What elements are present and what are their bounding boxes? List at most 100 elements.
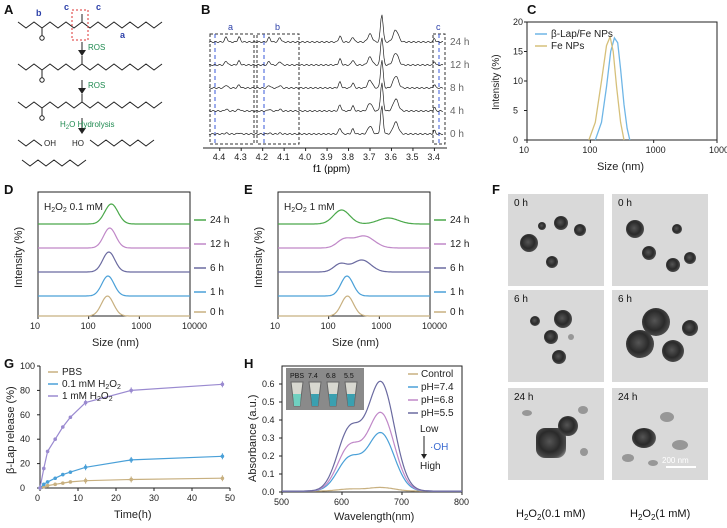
chart-g-point: [53, 437, 57, 441]
degradation-scheme: b c c a ROS ROS H2O Hydrolysis OH HO: [17, 2, 163, 167]
panel-d: D 10 100 1000 10000 Size (nm) Intensity (%) H2…: [0, 178, 240, 356]
chart-g-point: [61, 481, 65, 485]
chart-g-point: [42, 482, 46, 487]
region-a-label: a: [228, 22, 233, 32]
chart-g-point: [53, 476, 57, 481]
chart-g-legend-label: 0.1 mM H2O2: [62, 379, 121, 391]
chart-c-ylabel: Intensity (%): [491, 54, 502, 110]
panel-e-label: E: [244, 182, 253, 197]
chart-d-legend-label: 24 h: [210, 215, 229, 226]
chart-g-ytick-label: 80: [20, 385, 30, 395]
chart-h-absorbance: 0.0 0.1 0.2 0.3 0.4 0.5 0.6 500 600 700 800 Wavelen…: [247, 365, 469, 523]
tem-left-24h-label: 24 h: [514, 392, 534, 403]
chart-e-series-1h: [278, 275, 430, 297]
chart-d-legend-label: 1 h: [210, 287, 224, 298]
panel-b-label: B: [201, 2, 211, 17]
chart-c-xtick-label: 10000: [709, 145, 727, 155]
product-oh: OH: [44, 139, 56, 148]
nmr-xtick-label: 4.3: [234, 152, 247, 162]
chart-g-point: [38, 486, 42, 490]
nmr-xtick-label: 4.4: [213, 152, 226, 162]
molecule-1-chain: [17, 21, 163, 29]
chart-d-series-6h: [38, 251, 190, 273]
chart-h-ytick-label: 0.1: [262, 469, 275, 479]
scale-bar: [666, 466, 696, 468]
nmr-spectra: a b c f1 (ppm) 24 h 12 h 8 h 4 h 0 h 4.4…: [203, 14, 469, 175]
chart-h-high-label: High: [420, 461, 441, 472]
chart-h-ytick-label: 0.4: [262, 415, 275, 425]
tem-right-24h: 24 h 200 nm: [612, 388, 708, 480]
chart-h-inset-liquid: [311, 394, 319, 406]
chart-c-xlabel: Size (nm): [597, 161, 644, 173]
nmr-time-0h: 0 h: [450, 129, 464, 140]
chart-d-legend-label: 0 h: [210, 307, 224, 318]
nmr-time-12h: 12 h: [450, 60, 469, 71]
panel-c: C 0 5 10 15 20 10 100 1000 10000 Size (nm) Intensi…: [485, 0, 727, 178]
chart-d-xlabel: Size (nm): [92, 337, 139, 349]
chart-h-oh-label: ·OH: [430, 442, 448, 453]
tem-left-6h: 6 h: [508, 290, 604, 382]
ros-label-1: ROS: [88, 43, 105, 52]
panel-h: H 0.0 0.1 0.2 0.3 0.4 0.5 0.6 500 600 700 800 Wavel…: [240, 356, 485, 528]
chart-c-legend-label: β-Lap/Fe NPs: [551, 29, 613, 40]
chart-g-point: [61, 425, 65, 429]
chart-h-low-label: Low: [420, 424, 439, 435]
chart-h-xlabel: Wavelength(nm): [334, 511, 414, 523]
bond-label-c2: c: [96, 2, 101, 12]
chart-c-xtick-label: 10: [519, 145, 529, 155]
nmr-xtick-label: 4.2: [256, 152, 269, 162]
chart-e-legend-label: 1 h: [450, 287, 464, 298]
chart-g-xtick-label: 10: [73, 493, 83, 503]
nmr-xtick-label: 3.4: [427, 152, 440, 162]
chart-d-series-1h: [38, 275, 190, 297]
chart-d-xtick-label: 10: [30, 321, 40, 331]
chart-g-xtick-label: 30: [149, 493, 159, 503]
nmr-xtick-label: 4.0: [299, 152, 312, 162]
chart-g-point: [61, 472, 65, 477]
ros-label-2: ROS: [88, 81, 105, 90]
chart-e-series-0h: [278, 295, 430, 317]
chart-c-ytick-label: 10: [513, 76, 523, 86]
chart-c-series-beta-lap-fe: [594, 36, 631, 141]
chart-h-xtick-label: 800: [454, 497, 469, 507]
nmr-trace-24h: [208, 14, 444, 43]
nmr-trace-4h: [208, 82, 444, 112]
panel-f: F 0 h 0 h 6 h 6 h 24 h: [490, 178, 727, 528]
chart-g-ytick-label: 40: [20, 434, 30, 444]
chart-g-legend-label: 1 mM H2O2: [62, 391, 113, 403]
chart-e-xtick-label: 1000: [371, 321, 391, 331]
chart-d-title: H2O2 0.1 mM: [44, 202, 103, 214]
chart-d-series-24h: [38, 203, 190, 225]
tem-left-0h: 0 h: [508, 194, 604, 286]
tem-caption-left: H2O2(0.1 mM): [516, 508, 586, 523]
chart-h-xtick-label: 700: [394, 497, 409, 507]
chart-c-ytick-label: 20: [513, 17, 523, 27]
nmr-time-24h: 24 h: [450, 37, 469, 48]
chart-h-frame: [281, 365, 463, 493]
panel-d-label: D: [4, 182, 14, 197]
nmr-xtick-label: 4.1: [277, 152, 290, 162]
chart-g-point: [45, 483, 50, 488]
chart-h-ytick-label: 0.6: [262, 379, 275, 389]
chart-g-xtick-label: 50: [225, 493, 235, 503]
chart-g-legend-label: PBS: [62, 367, 82, 378]
tem-caption-right: H2O2(1 mM): [630, 508, 691, 523]
chart-g-ylabel: β-Lap release (%): [5, 386, 17, 474]
chart-e-xlabel: Size (nm): [332, 337, 379, 349]
tem-left-6h-label: 6 h: [514, 294, 528, 305]
chart-g-point: [68, 415, 73, 420]
chart-g-xtick-label: 40: [187, 493, 197, 503]
chart-h-legend-label: pH=5.5: [421, 408, 454, 419]
nmr-region-a: [209, 33, 255, 145]
chart-d-legend-label: 12 h: [210, 239, 229, 250]
cleavage-box: [71, 9, 89, 41]
chart-d-dls: 10 100 1000 10000 Size (nm) Intensity (%) H2O2…: [13, 191, 229, 349]
region-b-label: b: [275, 22, 280, 32]
chart-h-ytick-label: 0.3: [262, 433, 275, 443]
chart-d-frame: [37, 191, 191, 317]
hydrolysis-label: H2O Hydrolysis: [60, 120, 114, 131]
chart-c-ytick-label: 15: [513, 47, 523, 57]
chart-d-legend-label: 6 h: [210, 263, 224, 274]
chart-e-series-6h: [278, 259, 430, 273]
chart-e-frame: [277, 191, 431, 317]
